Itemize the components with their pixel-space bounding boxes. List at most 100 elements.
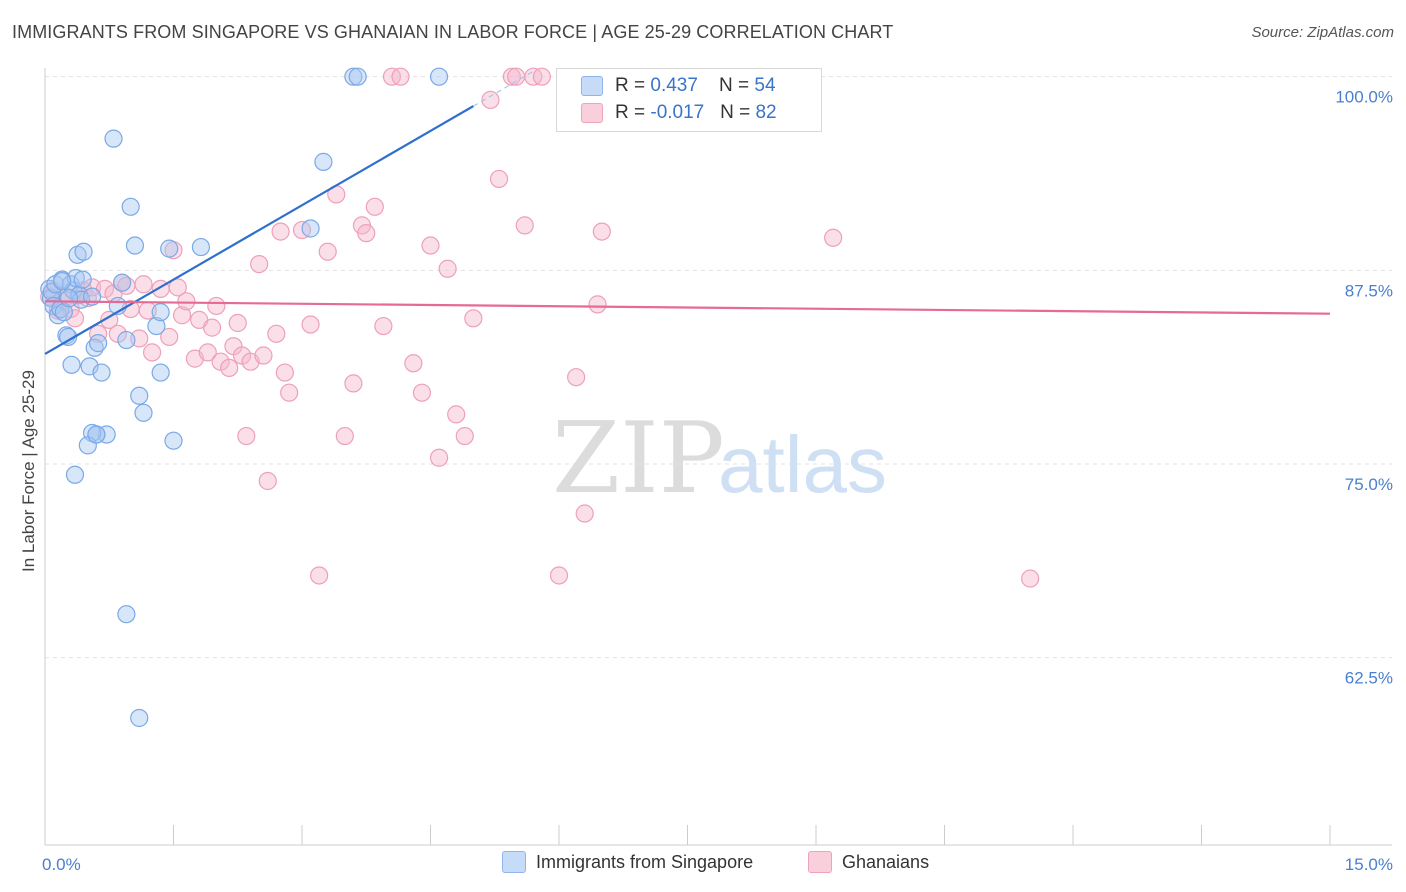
legend-swatch-singapore [502,851,526,873]
ghanaians-point [134,275,153,294]
ghanaians-point [1021,569,1040,588]
ghanaians-point [507,67,526,86]
singapore-point [314,152,333,171]
ghanaians-point [271,222,290,241]
points-ghanaians [40,67,1040,588]
ghanaians-point [280,383,299,402]
singapore-point [130,386,149,405]
legend-swatch-ghanaians [808,851,832,873]
singapore-point [147,316,166,336]
ghanaians-point [391,67,410,86]
singapore-point [104,129,123,148]
ghanaians-point [275,363,294,382]
singapore-point [89,334,108,353]
ghanaians-point [365,197,384,216]
stats-n-value-singapore: 54 [754,75,776,96]
singapore-point [344,67,363,86]
singapore-point [134,403,153,422]
singapore-point [65,465,85,484]
singapore-point [151,363,170,382]
ghanaians-point [258,471,277,491]
ghanaians-point [160,327,179,347]
stats-r-value-ghanaians: -0.017 [650,102,705,123]
legend-item-ghanaians: Ghanaians [808,851,929,873]
singapore-point [164,431,183,450]
ghanaians-point [575,504,594,523]
x-tick-label: 15.0% [1345,855,1393,874]
ghanaians-point [515,216,534,235]
ghanaians-point [198,343,217,362]
singapore-point [97,425,116,444]
singapore-point [117,605,136,624]
ghanaians-point [267,324,286,343]
ghanaians-point [65,309,85,328]
source-label: Source: ZipAtlas.com [1251,24,1394,41]
watermark-zip: ZIP [552,402,725,516]
chart-title: IMMIGRANTS FROM SINGAPORE VS GHANAIAN IN… [12,22,894,42]
ghanaians-point [824,228,843,247]
stats-r-value-singapore: 0.437 [650,75,698,96]
legend-label-ghanaians: Ghanaians [842,851,930,872]
singapore-point [87,425,106,444]
singapore-point [53,272,72,291]
ghanaians-point [202,318,222,337]
ghanaians-point [250,255,269,274]
ghanaians-point [588,295,607,314]
ghanaians-point [310,566,329,585]
singapore-point [151,303,170,322]
ghanaians-point [438,259,457,278]
stats-n-label: N = [719,75,755,96]
singapore-point [59,289,79,308]
y-tick-label: 75.0% [1345,475,1393,494]
ghanaians-point [532,67,551,86]
legend-label-singapore: Immigrants from Singapore [536,851,754,872]
ghanaians-point [254,346,273,365]
singapore-point [112,273,132,292]
watermark-atlas: atlas [718,420,887,509]
ghanaians-point [447,405,466,424]
ghanaians-point [549,566,569,585]
ghanaians-point [429,448,449,467]
singapore-point [54,303,73,322]
singapore-point [62,355,81,374]
ghanaians-point [100,310,119,329]
x-tick-labels: 0.0% 15.0% [42,855,1393,874]
ghanaians-trend-line [44,300,1331,315]
ghanaians-point [567,368,586,387]
singapore-point [121,197,140,216]
singapore-point [301,219,320,238]
ghanaians-point [404,354,423,373]
stats-swatch-ghanaians [581,103,603,123]
ghanaians-point [207,296,226,316]
ghanaians-point [455,426,474,446]
ghanaians-point [374,316,393,336]
singapore-point [125,236,145,255]
ghanaians-point [301,315,320,334]
ghanaians-point [344,374,363,393]
stats-n-label: N = [720,102,756,123]
watermark: ZIP atlas [552,402,887,516]
ghanaians-point [357,224,376,243]
ghanaians-point [177,292,196,311]
y-tick-label: 100.0% [1335,88,1393,107]
singapore-point [66,268,85,288]
singapore-point [117,330,136,350]
ghanaians-point [412,383,432,402]
ghanaians-point [489,169,509,189]
singapore-point [160,239,179,258]
stats-swatch-singapore [581,76,603,96]
ghanaians-point [421,236,440,255]
stats-r-label: R = [615,102,651,123]
ghanaians-point [237,426,256,446]
ghanaians-point [464,309,483,328]
singapore-point [348,67,367,86]
singapore-trend-line [44,105,474,355]
ghanaians-point [318,242,337,261]
trend-lines [44,70,1331,355]
y-tick-label: 62.5% [1345,669,1393,688]
stats-r-label: R = [615,75,651,96]
stats-row-ghanaians: R = -0.017 N = 82 [581,101,777,125]
singapore-point [130,708,149,728]
stats-legend: R = 0.437 N = 54 R = -0.017 N = 82 [556,68,822,132]
